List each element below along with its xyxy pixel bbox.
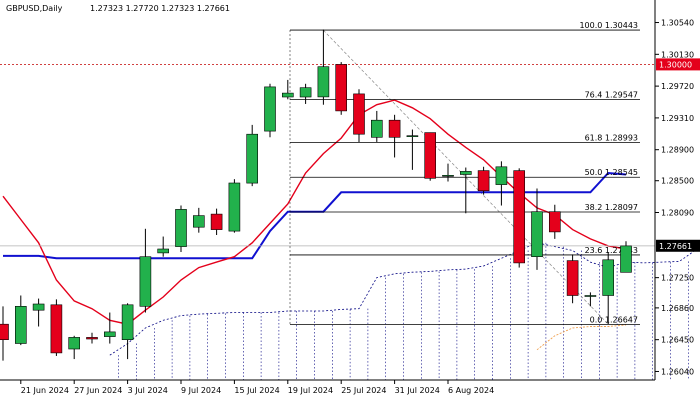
price-tick-label: 1.30130	[661, 50, 694, 59]
cloud-upper-line	[109, 242, 700, 356]
bull-candle	[175, 209, 187, 247]
level-price-badge: 1.30000	[659, 60, 692, 69]
bull-candle	[459, 171, 472, 175]
time-tick-label: 31 Jul 2024	[395, 386, 440, 395]
bull-candle	[495, 166, 508, 185]
symbol-label: GBPUSD,Daily	[6, 4, 63, 13]
fib-trendline	[323, 30, 609, 325]
fib-level-label: 61.8 1.28993	[585, 133, 638, 142]
price-tick-label: 1.28500	[661, 177, 694, 186]
bear-candle	[513, 170, 526, 264]
fib-level-label: 100.0 1.30443	[579, 21, 638, 30]
bull-candle	[228, 182, 241, 232]
time-tick-label: 9 Jul 2024	[181, 386, 221, 395]
bull-candle	[32, 303, 45, 311]
fib-level-label: 76.4 1.29547	[585, 91, 638, 100]
bull-candle	[442, 175, 454, 177]
bull-candle	[531, 211, 543, 257]
fib-level-label: 23.6 1.27543	[585, 246, 638, 255]
fib-level-label: 38.2 1.28097	[585, 203, 638, 212]
bull-candle	[299, 87, 312, 98]
bear-candle	[50, 304, 63, 354]
price-tick-label: 1.30540	[661, 19, 694, 28]
bull-candle	[281, 92, 294, 98]
bull-candle	[370, 119, 383, 138]
bear-candle	[86, 337, 98, 340]
time-tick-label: 25 Jul 2024	[341, 386, 386, 395]
time-tick-label: 3 Jul 2024	[128, 386, 168, 395]
bear-candle	[548, 211, 561, 233]
bull-candle	[157, 248, 169, 254]
time-tick-label: 19 Jul 2024	[288, 386, 333, 395]
bull-candle	[317, 66, 330, 98]
fib-level-label: 50.0 1.28545	[585, 168, 638, 177]
price-tick-label: 1.29310	[661, 114, 694, 123]
bull-candle	[104, 331, 116, 337]
bear-candle	[477, 170, 490, 192]
bull-candle	[121, 304, 134, 340]
price-tick-label: 1.26040	[661, 367, 694, 376]
bull-candle	[406, 135, 419, 137]
price-tick-label: 1.29720	[661, 82, 694, 91]
bull-candle	[68, 337, 80, 350]
time-tick-label: 6 Aug 2024	[448, 386, 494, 395]
level-price-badge-bg	[656, 58, 700, 71]
time-tick-label: 27 Jun 2024	[74, 386, 122, 395]
current-price-badge-bg	[656, 239, 700, 252]
time-tick-label: 15 Jul 2024	[234, 386, 279, 395]
time-tick-label: 21 Jun 2024	[21, 386, 69, 395]
candlesticks	[0, 29, 632, 361]
price-tick-label: 1.26450	[661, 336, 694, 345]
fibonacci-retracement[interactable]: 100.0 1.30443 76.4 1.29547 61.8 1.28993 50.…	[289, 21, 640, 325]
bull-candle	[264, 86, 276, 132]
lagging-span-line	[536, 324, 627, 351]
bear-candle	[388, 119, 401, 138]
bear-candle	[424, 132, 437, 179]
bull-candle	[15, 305, 27, 344]
ohlc-readout: 1.27323 1.27720 1.27323 1.27661	[90, 4, 230, 13]
bull-candle	[193, 215, 205, 228]
current-price-badge: 1.27661	[659, 242, 692, 251]
price-tick-label: 1.28900	[661, 146, 694, 155]
bull-candle	[246, 133, 258, 184]
bear-candle	[0, 323, 9, 341]
bear-candle	[566, 260, 579, 296]
bear-candle	[210, 213, 223, 230]
bear-candle	[353, 93, 365, 135]
fib-level-label: 0.0 1.26647	[590, 315, 638, 324]
ichimoku-cloud	[109, 242, 700, 380]
bear-candle	[335, 64, 348, 112]
price-tick-label: 1.27250	[661, 274, 694, 283]
price-tick-label: 1.26860	[661, 304, 694, 313]
bull-candle	[139, 256, 152, 307]
bull-candle	[620, 245, 632, 273]
bull-candle	[602, 259, 615, 296]
bull-candle	[584, 295, 597, 297]
price-tick-label: 1.28090	[661, 209, 694, 218]
